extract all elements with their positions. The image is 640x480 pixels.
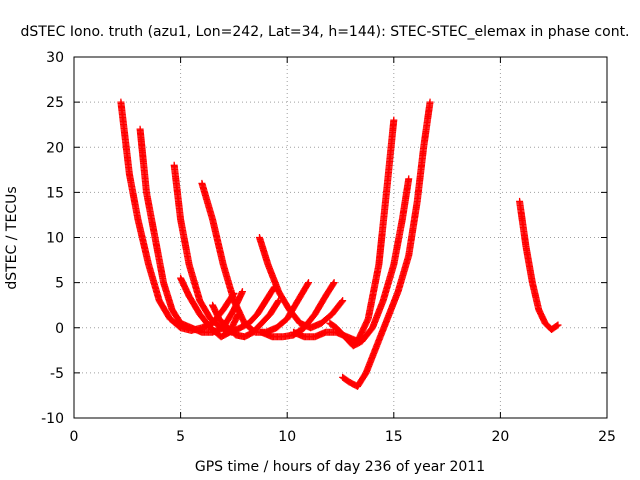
data-point [426,98,434,106]
x-axis-label: GPS time / hours of day 236 of year 2011 [195,459,485,475]
data-series [326,175,413,350]
y-tick-label: 25 [46,95,64,111]
data-series [209,297,283,341]
x-tick-label: 25 [598,429,616,445]
data-series [255,234,347,332]
data-layer [117,98,562,390]
data-series [198,179,313,336]
x-tick-label: 5 [176,429,185,445]
data-point [305,279,313,287]
x-tick-label: 0 [70,429,79,445]
y-tick-label: 10 [46,231,64,247]
tick-labels: 0 5 10 15 20 25 -10 -5 0 5 10 15 20 25 30 [41,50,616,445]
y-tick-label: 20 [46,140,64,156]
y-axis-label: dSTEC / TECUs [4,186,20,289]
data-point [339,297,347,305]
x-tick-label: 10 [278,429,296,445]
data-point [553,322,561,330]
ticks [73,56,608,419]
data-series [258,279,338,341]
y-tick-label: 30 [46,50,64,66]
data-point [390,116,398,124]
data-point [329,280,337,288]
y-tick-label: 0 [55,321,64,337]
chart-title: dSTEC Iono. truth (azu1, Lon=242, Lat=34… [20,24,629,40]
data-series [339,98,434,390]
x-tick-label: 20 [491,429,509,445]
x-tick-label: 15 [385,429,403,445]
data-point [304,280,312,288]
y-tick-label: 5 [55,276,64,292]
data-point [238,288,246,296]
data-series [177,274,242,341]
y-tick-label: -5 [50,366,64,382]
data-point [274,298,282,306]
data-series [170,161,278,336]
data-point [338,298,346,306]
data-series [290,116,398,345]
data-point [554,321,562,329]
y-tick-label: -10 [41,411,64,427]
data-series [136,125,246,336]
data-point [405,175,413,183]
data-point [330,279,338,287]
y-tick-label: 15 [46,185,64,201]
data-series [516,197,562,334]
